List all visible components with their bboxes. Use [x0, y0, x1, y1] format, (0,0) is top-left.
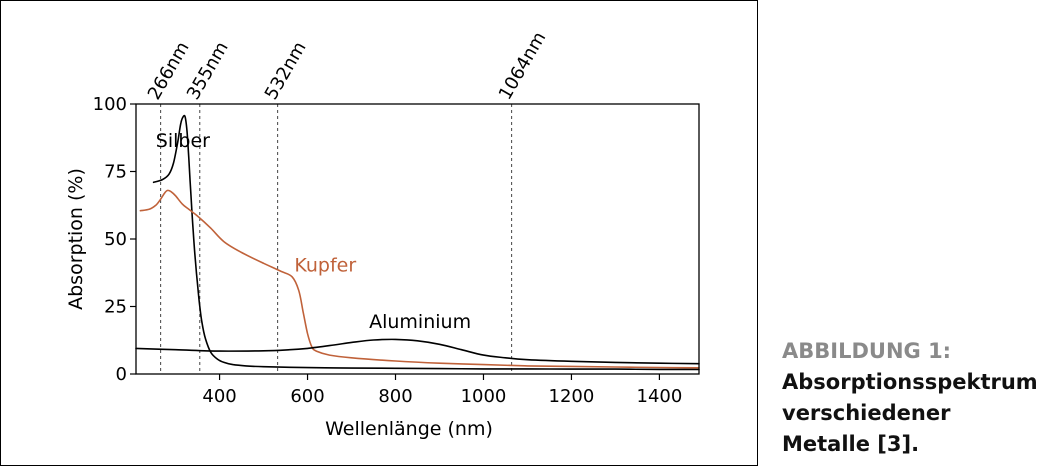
- caption-line: Absorptionsspektrum: [782, 370, 1038, 394]
- x-tick-label: 1000: [461, 386, 507, 407]
- series-label-silber: Silber: [156, 130, 210, 152]
- series-line-kupfer: [139, 189, 700, 369]
- x-axis-label: Wellenlänge (nm): [325, 418, 493, 440]
- y-tick-label: 75: [104, 162, 127, 183]
- x-tick-label: 800: [378, 386, 412, 407]
- x-tick-label: 600: [290, 386, 324, 407]
- caption-line: verschiedener: [782, 401, 951, 425]
- x-tick-label: 1400: [637, 386, 683, 407]
- x-tick-label: 1200: [549, 386, 595, 407]
- figure-caption: ABBILDUNG 1: Absorptionsspektrum verschi…: [782, 336, 1044, 460]
- series-label-aluminium: Aluminium: [369, 311, 471, 333]
- figure-frame: 400 600 800 1000 1200 1400 0 25 50 75 100 266nm 35…: [0, 0, 758, 466]
- y-axis-label: Absorption (%): [65, 168, 87, 310]
- y-tick-label: 50: [104, 229, 127, 250]
- y-tick-label: 100: [93, 94, 127, 115]
- series-labels: Silber Kupfer Aluminium: [156, 130, 471, 333]
- y-tick-label: 0: [116, 364, 127, 385]
- series-line-silber: [152, 114, 700, 371]
- reference-lines: [160, 104, 513, 374]
- caption-label: ABBILDUNG 1:: [782, 339, 952, 363]
- series-lines: [135, 114, 700, 371]
- caption-line: Metalle [3].: [782, 432, 920, 456]
- reference-line-label: 1064nm: [495, 28, 551, 103]
- reference-line-label: 532nm: [261, 38, 311, 103]
- x-axis-ticks: 400 600 800 1000 1200 1400: [202, 374, 682, 407]
- series-line-aluminium: [135, 338, 700, 365]
- x-tick-label: 400: [202, 386, 236, 407]
- series-label-kupfer: Kupfer: [294, 254, 356, 276]
- y-tick-label: 25: [104, 297, 127, 318]
- y-axis-ticks: 0 25 50 75 100: [93, 94, 136, 385]
